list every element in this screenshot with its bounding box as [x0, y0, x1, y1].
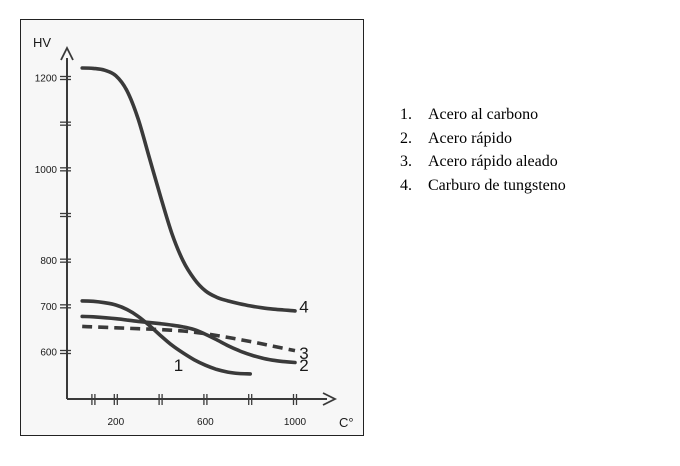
y-tick-label: 1200 — [35, 74, 58, 85]
series-line-3 — [82, 324, 296, 353]
y-tick-label: 600 — [40, 348, 57, 359]
legend-item-number: 2. — [400, 129, 412, 147]
y-tick-label: 1000 — [35, 165, 58, 176]
legend-item-number: 1. — [400, 106, 412, 123]
legend-item-4: 4. Carburo de tungsteno — [400, 174, 566, 198]
x-tick-label: 200 — [107, 417, 124, 428]
curve-label-3: 3 — [299, 344, 308, 363]
y-axis-title: HV — [33, 35, 51, 50]
x-tick-label: 600 — [197, 417, 214, 428]
chart-frame: 600 700 800 1000 1200 200 600 1000 HV C° 1 2 3 4 — [20, 19, 364, 436]
chart-svg: 600 700 800 1000 1200 200 600 1000 HV C° 1 23 4 — [33, 35, 354, 430]
y-tick-label: 800 — [40, 256, 57, 267]
series-line-1 — [80, 299, 252, 376]
y-axis-arrow — [60, 45, 74, 61]
legend-item-number: 3. — [400, 153, 412, 170]
series-line-4 — [80, 66, 297, 313]
legend-item-label: Acero al carbono — [428, 106, 539, 123]
x-tick-label: 1000 — [284, 417, 307, 428]
curve-label-1: 1 — [174, 356, 183, 375]
legend-item-label: Acero rápido — [428, 129, 512, 147]
legend-item-1: 1. Acero al carbono — [400, 103, 566, 127]
legend-item-number: 4. — [400, 176, 412, 194]
y-tick-label: 700 — [40, 302, 57, 313]
legend-item-label: Carburo de tungsteno — [428, 176, 566, 194]
series-line-2 — [80, 314, 297, 365]
legend-item-2: 2. Acero rápido — [400, 127, 566, 151]
legend: 1. Acero al carbono 2. Acero rápido 3. Acer… — [400, 103, 566, 197]
x-axis-title: C° — [339, 415, 354, 430]
curve-label-2: 2 — [299, 356, 308, 375]
legend-item-label: Acero rápido aleado — [428, 153, 558, 170]
x-axis-arrow — [322, 392, 338, 406]
legend-item-3: 3. Acero rápido aleado — [400, 150, 566, 174]
curve-label-4: 4 — [299, 297, 308, 316]
